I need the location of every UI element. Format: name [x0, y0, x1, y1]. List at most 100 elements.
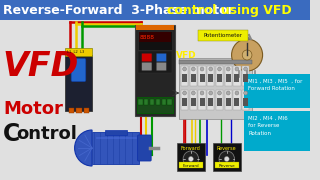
Circle shape	[200, 67, 204, 71]
FancyBboxPatch shape	[136, 25, 174, 30]
FancyBboxPatch shape	[242, 90, 249, 110]
Text: Forward: Forward	[181, 145, 201, 150]
FancyBboxPatch shape	[138, 135, 151, 161]
Circle shape	[226, 67, 230, 71]
FancyBboxPatch shape	[208, 98, 213, 106]
Circle shape	[183, 91, 187, 95]
FancyBboxPatch shape	[138, 51, 172, 73]
FancyBboxPatch shape	[213, 143, 241, 170]
FancyBboxPatch shape	[167, 99, 172, 105]
Wedge shape	[75, 130, 92, 166]
FancyBboxPatch shape	[177, 143, 205, 170]
Circle shape	[218, 67, 221, 71]
Text: Forward: Forward	[183, 164, 199, 168]
FancyBboxPatch shape	[225, 90, 232, 110]
FancyBboxPatch shape	[179, 60, 252, 64]
FancyBboxPatch shape	[198, 90, 206, 110]
FancyBboxPatch shape	[243, 74, 248, 82]
FancyBboxPatch shape	[199, 98, 204, 106]
FancyBboxPatch shape	[179, 57, 252, 118]
FancyBboxPatch shape	[156, 62, 166, 71]
Text: L1  L2  L3: L1 L2 L3	[67, 50, 84, 54]
FancyBboxPatch shape	[182, 98, 187, 106]
FancyBboxPatch shape	[181, 90, 188, 110]
FancyBboxPatch shape	[182, 74, 187, 82]
FancyBboxPatch shape	[144, 99, 148, 105]
FancyBboxPatch shape	[162, 99, 166, 105]
FancyBboxPatch shape	[225, 66, 232, 86]
Text: Motor: Motor	[3, 100, 63, 118]
FancyBboxPatch shape	[217, 98, 222, 106]
Circle shape	[244, 91, 248, 95]
FancyBboxPatch shape	[65, 55, 92, 111]
FancyBboxPatch shape	[199, 74, 204, 82]
FancyBboxPatch shape	[156, 99, 160, 105]
Circle shape	[191, 91, 195, 95]
FancyBboxPatch shape	[135, 24, 175, 116]
Text: VFD: VFD	[3, 50, 79, 83]
FancyBboxPatch shape	[137, 97, 173, 113]
FancyBboxPatch shape	[105, 130, 127, 135]
FancyBboxPatch shape	[198, 30, 248, 40]
FancyBboxPatch shape	[71, 58, 86, 82]
FancyBboxPatch shape	[207, 66, 214, 86]
FancyBboxPatch shape	[198, 66, 206, 86]
Text: MI2 , MI4 , MI6
for Reverse
Rotation: MI2 , MI4 , MI6 for Reverse Rotation	[248, 116, 288, 136]
Text: MI1 , MI3 , MI5  , for
Forward Rotation: MI1 , MI3 , MI5 , for Forward Rotation	[248, 79, 302, 91]
Circle shape	[209, 91, 213, 95]
FancyBboxPatch shape	[215, 162, 239, 168]
FancyBboxPatch shape	[142, 62, 152, 71]
Circle shape	[191, 67, 195, 71]
Circle shape	[235, 67, 239, 71]
Circle shape	[218, 91, 221, 95]
Circle shape	[235, 91, 239, 95]
FancyBboxPatch shape	[138, 30, 172, 50]
Text: Potentiometer: Potentiometer	[204, 33, 242, 37]
FancyBboxPatch shape	[234, 98, 239, 106]
Text: Reverse-Forward  3-Phase motor: Reverse-Forward 3-Phase motor	[3, 3, 238, 17]
FancyBboxPatch shape	[0, 0, 310, 20]
FancyBboxPatch shape	[226, 98, 231, 106]
Text: 8888: 8888	[140, 35, 155, 39]
Circle shape	[224, 156, 229, 161]
FancyBboxPatch shape	[216, 90, 223, 110]
Text: Reverse: Reverse	[219, 164, 235, 168]
Ellipse shape	[232, 39, 263, 71]
FancyBboxPatch shape	[156, 53, 166, 62]
Text: VFD: VFD	[176, 51, 197, 60]
Circle shape	[188, 156, 193, 161]
Text: C: C	[3, 122, 20, 146]
FancyBboxPatch shape	[92, 132, 139, 164]
Circle shape	[209, 67, 213, 71]
FancyBboxPatch shape	[234, 74, 239, 82]
FancyBboxPatch shape	[243, 98, 248, 106]
FancyBboxPatch shape	[181, 66, 188, 86]
FancyBboxPatch shape	[68, 108, 74, 113]
Text: control using VFD: control using VFD	[167, 3, 291, 17]
FancyBboxPatch shape	[190, 66, 197, 86]
FancyBboxPatch shape	[244, 74, 311, 108]
FancyBboxPatch shape	[139, 32, 171, 42]
FancyBboxPatch shape	[233, 66, 241, 86]
FancyBboxPatch shape	[191, 98, 196, 106]
Circle shape	[219, 151, 235, 167]
FancyBboxPatch shape	[216, 66, 223, 86]
FancyBboxPatch shape	[138, 99, 143, 105]
Circle shape	[244, 67, 248, 71]
Circle shape	[242, 50, 252, 60]
FancyBboxPatch shape	[242, 66, 249, 86]
FancyBboxPatch shape	[84, 108, 89, 113]
FancyBboxPatch shape	[76, 108, 82, 113]
FancyBboxPatch shape	[217, 74, 222, 82]
Circle shape	[183, 67, 187, 71]
FancyBboxPatch shape	[208, 74, 213, 82]
FancyBboxPatch shape	[190, 90, 197, 110]
FancyBboxPatch shape	[150, 99, 154, 105]
Circle shape	[183, 151, 199, 167]
FancyBboxPatch shape	[191, 74, 196, 82]
Text: ontrol: ontrol	[16, 125, 77, 143]
Circle shape	[226, 91, 230, 95]
FancyBboxPatch shape	[207, 90, 214, 110]
FancyBboxPatch shape	[142, 53, 152, 62]
Text: Reverse: Reverse	[217, 145, 236, 150]
